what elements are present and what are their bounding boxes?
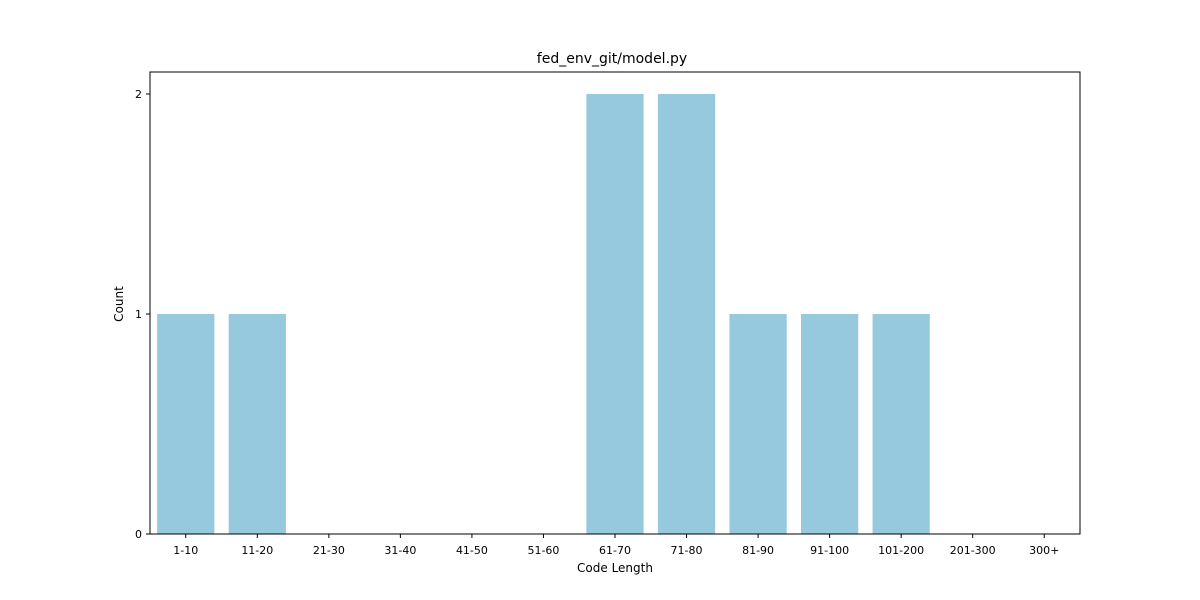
- bar-81-90: [729, 314, 787, 534]
- y-axis-label: Count: [112, 286, 126, 322]
- x-axis: 1-10 11-20 21-30 31-40 41-50 51-60 61-70 71-80 8…: [173, 534, 1059, 557]
- bar-11-20: [228, 314, 286, 534]
- x-tick-label: 51-60: [527, 544, 559, 557]
- x-tick-label: 71-80: [671, 544, 703, 557]
- x-tick-label: 61-70: [599, 544, 631, 557]
- x-tick-label: 300+: [1029, 544, 1059, 557]
- bar-61-70: [586, 94, 644, 534]
- x-tick-label: 31-40: [384, 544, 416, 557]
- x-axis-label: Code Length: [577, 561, 653, 575]
- x-tick-label: 1-10: [173, 544, 198, 557]
- x-tick-label: 201-300: [950, 544, 996, 557]
- bar-71-80: [657, 94, 716, 534]
- x-tick-label: 21-30: [313, 544, 345, 557]
- y-tick-label: 1: [135, 308, 142, 321]
- bar-101-200: [872, 314, 930, 534]
- y-tick-label: 2: [135, 88, 142, 101]
- bar-1-10: [157, 314, 215, 534]
- x-tick-label: 41-50: [456, 544, 488, 557]
- y-axis: 0 1 2: [135, 88, 150, 541]
- chart-title: fed_env_git/model.py: [537, 51, 687, 67]
- x-tick-label: 91-100: [810, 544, 849, 557]
- x-tick-label: 101-200: [878, 544, 924, 557]
- x-tick-label: 81-90: [742, 544, 774, 557]
- bar-91-100: [801, 314, 859, 534]
- x-tick-label: 11-20: [241, 544, 273, 557]
- bars-layer: [157, 94, 930, 534]
- y-tick-label: 0: [135, 528, 142, 541]
